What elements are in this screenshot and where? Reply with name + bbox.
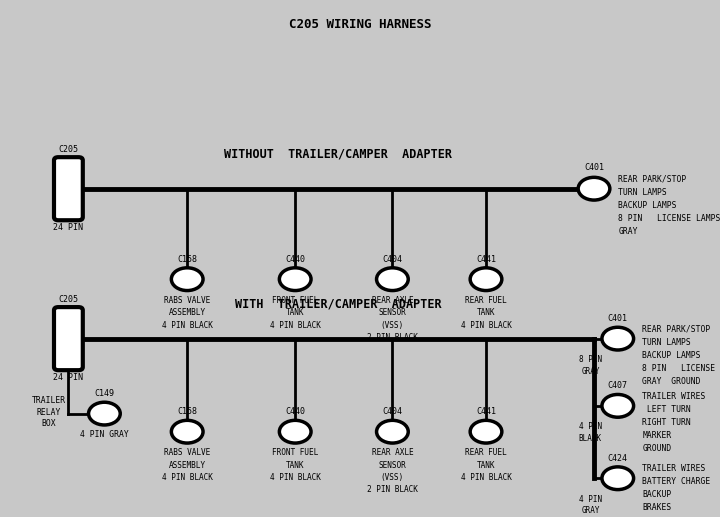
Text: 8 PIN   LICENSE LAMPS: 8 PIN LICENSE LAMPS [618, 214, 720, 223]
Text: 4 PIN BLACK: 4 PIN BLACK [162, 473, 212, 482]
Text: TANK: TANK [477, 308, 495, 317]
Text: GROUND: GROUND [642, 444, 672, 453]
Text: C149: C149 [94, 389, 114, 398]
Text: FRONT FUEL: FRONT FUEL [272, 448, 318, 457]
Circle shape [89, 402, 120, 425]
Text: BACKUP LAMPS: BACKUP LAMPS [618, 201, 677, 210]
Text: C440: C440 [285, 255, 305, 264]
Text: ASSEMBLY: ASSEMBLY [168, 308, 206, 317]
Text: GRAY: GRAY [581, 367, 600, 375]
Text: TRAILER WIRES: TRAILER WIRES [642, 392, 706, 401]
Text: MARKER: MARKER [642, 431, 672, 440]
Text: 24 PIN: 24 PIN [53, 373, 84, 382]
Text: 4 PIN BLACK: 4 PIN BLACK [162, 321, 212, 329]
Text: 4 PIN BLACK: 4 PIN BLACK [270, 321, 320, 329]
Text: RABS VALVE: RABS VALVE [164, 448, 210, 457]
Text: RIGHT TURN: RIGHT TURN [642, 418, 691, 427]
Text: 4 PIN BLACK: 4 PIN BLACK [270, 473, 320, 482]
Text: C404: C404 [382, 255, 402, 264]
Text: C401: C401 [608, 314, 628, 323]
Text: LEFT TURN: LEFT TURN [642, 405, 691, 414]
Text: REAR PARK/STOP: REAR PARK/STOP [618, 175, 687, 184]
Text: TANK: TANK [286, 308, 305, 317]
Text: RABS VALVE: RABS VALVE [164, 296, 210, 305]
Text: C205: C205 [58, 145, 78, 154]
Text: WITHOUT  TRAILER/CAMPER  ADAPTER: WITHOUT TRAILER/CAMPER ADAPTER [225, 147, 452, 160]
Text: BLACK: BLACK [579, 434, 602, 443]
Text: C424: C424 [608, 454, 628, 463]
Circle shape [279, 268, 311, 291]
Text: SENSOR: SENSOR [379, 308, 406, 317]
Circle shape [377, 420, 408, 443]
Text: GRAY: GRAY [618, 226, 638, 236]
Text: BOX: BOX [42, 419, 56, 428]
Text: 4 PIN GRAY: 4 PIN GRAY [80, 430, 129, 439]
Text: ASSEMBLY: ASSEMBLY [168, 461, 206, 469]
Text: WITH  TRAILER/CAMPER  ADAPTER: WITH TRAILER/CAMPER ADAPTER [235, 297, 441, 310]
Circle shape [470, 268, 502, 291]
Text: GRAY: GRAY [581, 506, 600, 515]
Text: RELAY: RELAY [37, 407, 61, 417]
Text: C158: C158 [177, 407, 197, 416]
Text: 4 PIN: 4 PIN [579, 495, 602, 504]
Circle shape [171, 420, 203, 443]
FancyBboxPatch shape [54, 307, 83, 370]
Text: BACKUP: BACKUP [642, 490, 672, 499]
Text: BATTERY CHARGE: BATTERY CHARGE [642, 477, 711, 486]
Text: 4 PIN BLACK: 4 PIN BLACK [461, 473, 511, 482]
Text: REAR AXLE: REAR AXLE [372, 296, 413, 305]
Text: REAR PARK/STOP: REAR PARK/STOP [642, 325, 711, 334]
Text: REAR FUEL: REAR FUEL [465, 448, 507, 457]
Text: C441: C441 [476, 255, 496, 264]
FancyBboxPatch shape [54, 157, 83, 220]
Text: GRAY  GROUND: GRAY GROUND [642, 376, 701, 386]
Text: BRAKES: BRAKES [642, 503, 672, 512]
Text: FRONT FUEL: FRONT FUEL [272, 296, 318, 305]
Text: BACKUP LAMPS: BACKUP LAMPS [642, 351, 701, 360]
Circle shape [602, 394, 634, 417]
Text: C401: C401 [584, 163, 604, 172]
Text: TRAILER: TRAILER [32, 396, 66, 405]
Circle shape [578, 177, 610, 200]
Text: C441: C441 [476, 407, 496, 416]
Circle shape [377, 268, 408, 291]
Text: C205 WIRING HARNESS: C205 WIRING HARNESS [289, 18, 431, 31]
Text: 2 PIN BLACK: 2 PIN BLACK [367, 485, 418, 494]
Text: REAR AXLE: REAR AXLE [372, 448, 413, 457]
Text: TURN LAMPS: TURN LAMPS [642, 338, 691, 347]
Text: C158: C158 [177, 255, 197, 264]
Circle shape [171, 268, 203, 291]
Circle shape [470, 420, 502, 443]
Text: C440: C440 [285, 407, 305, 416]
Text: C404: C404 [382, 407, 402, 416]
Text: C205: C205 [58, 295, 78, 304]
Circle shape [279, 420, 311, 443]
Text: TRAILER WIRES: TRAILER WIRES [642, 464, 706, 474]
Text: 2 PIN BLACK: 2 PIN BLACK [367, 333, 418, 342]
Circle shape [602, 327, 634, 350]
Text: 4 PIN: 4 PIN [579, 422, 602, 431]
Text: C407: C407 [608, 382, 628, 390]
Text: TURN LAMPS: TURN LAMPS [618, 188, 667, 197]
Text: REAR FUEL: REAR FUEL [465, 296, 507, 305]
Text: (VSS): (VSS) [381, 473, 404, 482]
Text: SENSOR: SENSOR [379, 461, 406, 469]
Text: TANK: TANK [286, 461, 305, 469]
Text: 4 PIN BLACK: 4 PIN BLACK [461, 321, 511, 329]
Text: 24 PIN: 24 PIN [53, 223, 84, 232]
Text: 8 PIN   LICENSE LAMPS: 8 PIN LICENSE LAMPS [642, 363, 720, 373]
Text: TANK: TANK [477, 461, 495, 469]
Circle shape [602, 467, 634, 490]
Text: 8 PIN: 8 PIN [579, 355, 602, 364]
Text: (VSS): (VSS) [381, 321, 404, 329]
